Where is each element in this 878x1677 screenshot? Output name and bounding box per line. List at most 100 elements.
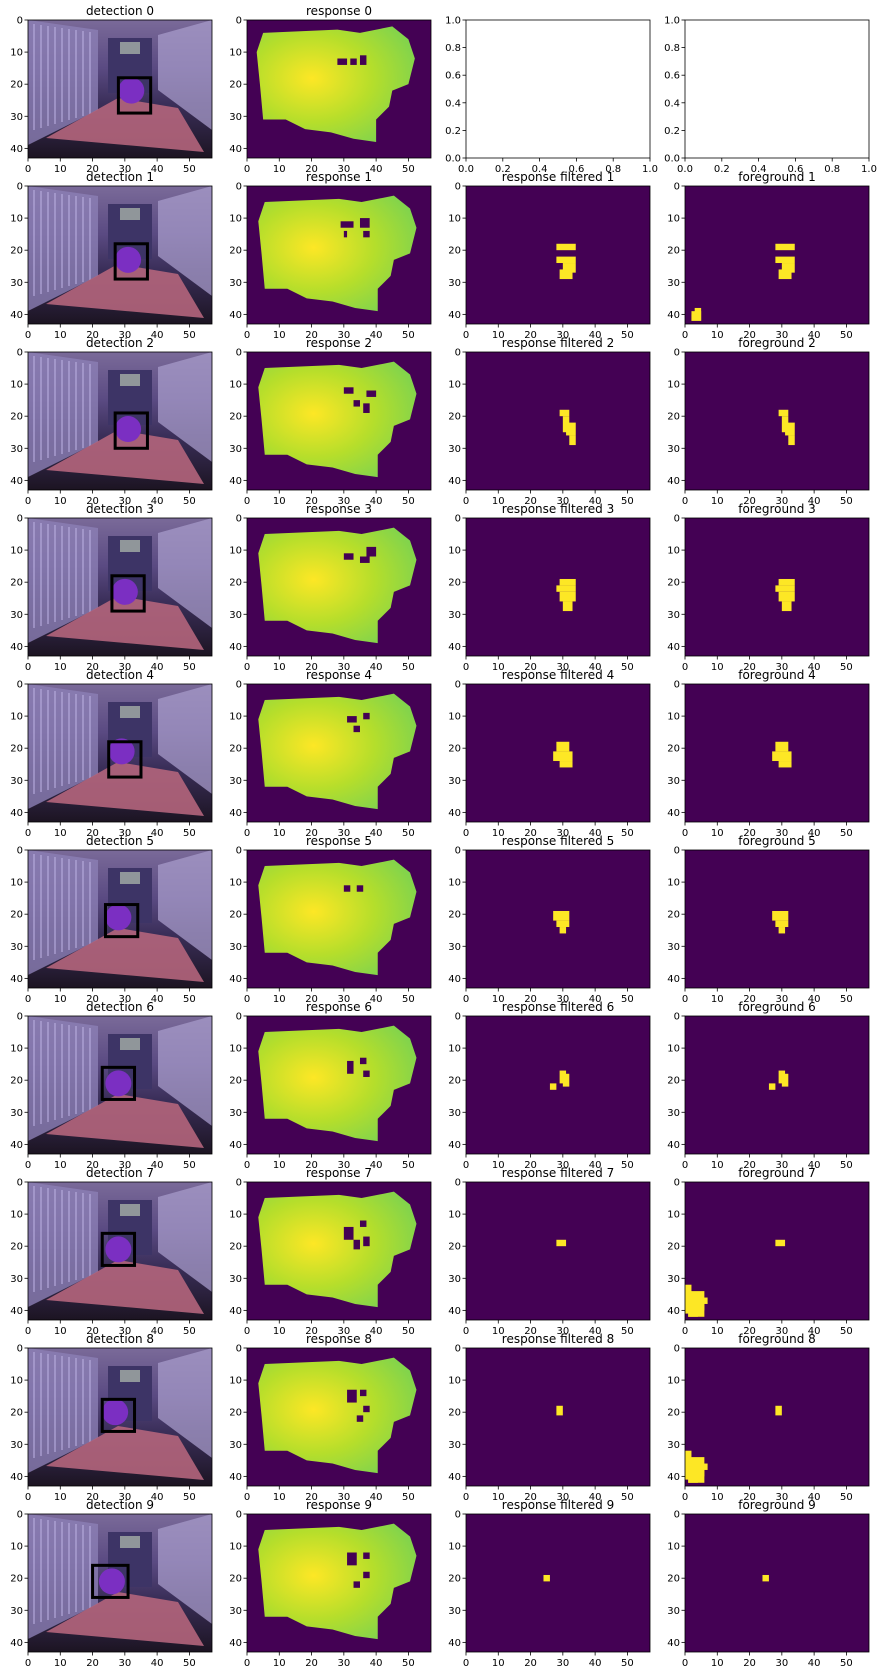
detection-panel: 0 10 20 30 40 50 0 10 20 30 40 detection 8 [10, 1332, 213, 1503]
detection-ytick-label: 40 [10, 310, 23, 321]
foreground-ytick-label: 40 [667, 1306, 680, 1317]
filtered-ytick-label: 40 [448, 1472, 461, 1483]
detection-xtick-label: 40 [151, 1160, 164, 1171]
filtered-ytick-label: 20 [448, 910, 461, 921]
response-hole [347, 716, 357, 723]
foreground-xtick-label: 10 [711, 1658, 724, 1669]
response-ytick-label: 40 [229, 310, 242, 321]
response-title: response 9 [306, 1498, 372, 1512]
foreground-xtick-label: 30 [775, 1492, 788, 1503]
filtered-ytick-label: 20 [448, 1076, 461, 1087]
foreground-xtick-label: 50 [840, 330, 853, 341]
response-axes-frame [246, 1181, 432, 1321]
foreground-background [685, 1016, 869, 1154]
filtered-blob [559, 1070, 567, 1084]
detection-panel: 0 10 20 30 40 50 0 10 20 30 40 detection 9 [10, 1498, 213, 1669]
response-region [258, 527, 417, 644]
detection-xtick-label: 40 [151, 330, 164, 341]
detection-ytick-label: 30 [10, 1440, 23, 1451]
foreground-panel: 0 10 20 30 40 50 0 10 20 30 40 foreground 2 [667, 336, 870, 507]
filtered-ytick-label: 20 [448, 412, 461, 423]
filtered-blob [569, 435, 576, 446]
empty-ytick-label: 0.8 [445, 43, 461, 54]
foreground-ytick-label: 30 [667, 610, 680, 621]
response-xtick-label: 50 [402, 828, 415, 839]
detection-xtick-label: 20 [86, 828, 99, 839]
response-ytick-label: 0 [236, 1344, 242, 1355]
filtered-background [466, 186, 650, 324]
detection-xtick-label: 50 [183, 1658, 196, 1669]
response-xtick-label: 10 [273, 994, 286, 1005]
foreground-ytick-label: 10 [667, 546, 680, 557]
detection-box [91, 1563, 130, 1599]
empty-ytick-label: 1.0 [445, 16, 461, 27]
filtered-xtick-label: 30 [556, 1658, 569, 1669]
filtered-xtick-label: 30 [556, 496, 569, 507]
ball [108, 738, 135, 765]
filtered-ytick-label: 10 [448, 380, 461, 391]
filtered-ytick-label: 10 [448, 1210, 461, 1221]
foreground-xtick-label: 50 [840, 828, 853, 839]
empty-xtick-label: 0.4 [751, 164, 767, 175]
filtered-ytick-label: 0 [455, 514, 461, 525]
detection-axes-frame [27, 1513, 213, 1653]
response-axes-frame [246, 19, 432, 159]
foreground-ytick-label: 10 [667, 1044, 680, 1055]
foreground-xtick-label: 40 [808, 662, 821, 673]
foreground-blob [688, 1457, 705, 1483]
filtered-title: response filtered 4 [502, 668, 614, 682]
filtered-xtick-label: 50 [621, 828, 634, 839]
response-ytick-label: 30 [229, 610, 242, 621]
response-hole [343, 230, 348, 238]
response-axes-frame [246, 1347, 432, 1487]
filtered-ytick-label: 40 [448, 808, 461, 819]
detection-xtick-label: 30 [118, 1326, 131, 1337]
filtered-ytick-label: 40 [448, 1140, 461, 1151]
foreground-ytick-label: 10 [667, 380, 680, 391]
foreground-xtick-label: 50 [840, 1658, 853, 1669]
foreground-xtick-label: 10 [711, 1492, 724, 1503]
filtered-ytick-label: 30 [448, 278, 461, 289]
scene-window [120, 540, 140, 552]
empty-xtick-label: 0.6 [568, 164, 584, 175]
detection-ytick-label: 0 [17, 1178, 23, 1189]
foreground-panel: 0 10 20 30 40 50 0 10 20 30 40 foreground 9 [667, 1498, 870, 1669]
response-ytick-label: 10 [229, 1044, 242, 1055]
foreground-blob [768, 1083, 776, 1090]
foreground-ytick-label: 20 [667, 578, 680, 589]
detection-xtick-label: 0 [25, 1492, 31, 1503]
empty-ytick-label: 0.6 [664, 71, 680, 82]
filtered-blob [559, 578, 576, 586]
detection-ytick-label: 20 [10, 1574, 23, 1585]
foreground-ytick-label: 20 [667, 1408, 680, 1419]
filtered-xtick-label: 0 [463, 1160, 469, 1171]
filtered-axes-frame [465, 1181, 651, 1321]
detection-ytick-label: 30 [10, 942, 23, 953]
response-hole [343, 553, 354, 560]
response-xtick-label: 10 [273, 1658, 286, 1669]
foreground-xtick-label: 0 [682, 1326, 688, 1337]
filtered-xtick-label: 10 [492, 496, 505, 507]
filtered-background [466, 1182, 650, 1320]
detection-ytick-label: 10 [10, 712, 23, 723]
detection-xtick-label: 10 [54, 330, 67, 341]
filtered-background [466, 1016, 650, 1154]
foreground-background [685, 186, 869, 324]
response-panel: 0 10 20 30 40 50 0 10 20 30 40 response 9 [229, 1498, 432, 1669]
detection-ytick-label: 20 [10, 910, 23, 921]
foreground-xtick-label: 10 [711, 994, 724, 1005]
foreground-xtick-label: 50 [840, 1160, 853, 1171]
filtered-xtick-label: 20 [524, 330, 537, 341]
foreground-xtick-label: 30 [775, 496, 788, 507]
filtered-title: response filtered 6 [502, 1000, 614, 1014]
filtered-blob [543, 1574, 550, 1582]
foreground-blob [762, 1574, 769, 1582]
filtered-blob [556, 1239, 567, 1247]
detection-xtick-label: 0 [25, 330, 31, 341]
response-xtick-label: 0 [244, 662, 250, 673]
filtered-xtick-label: 30 [556, 994, 569, 1005]
response-hole [353, 725, 360, 733]
detection-ytick-label: 10 [10, 1542, 23, 1553]
response-ytick-label: 0 [236, 846, 242, 857]
response-region [258, 1357, 417, 1474]
